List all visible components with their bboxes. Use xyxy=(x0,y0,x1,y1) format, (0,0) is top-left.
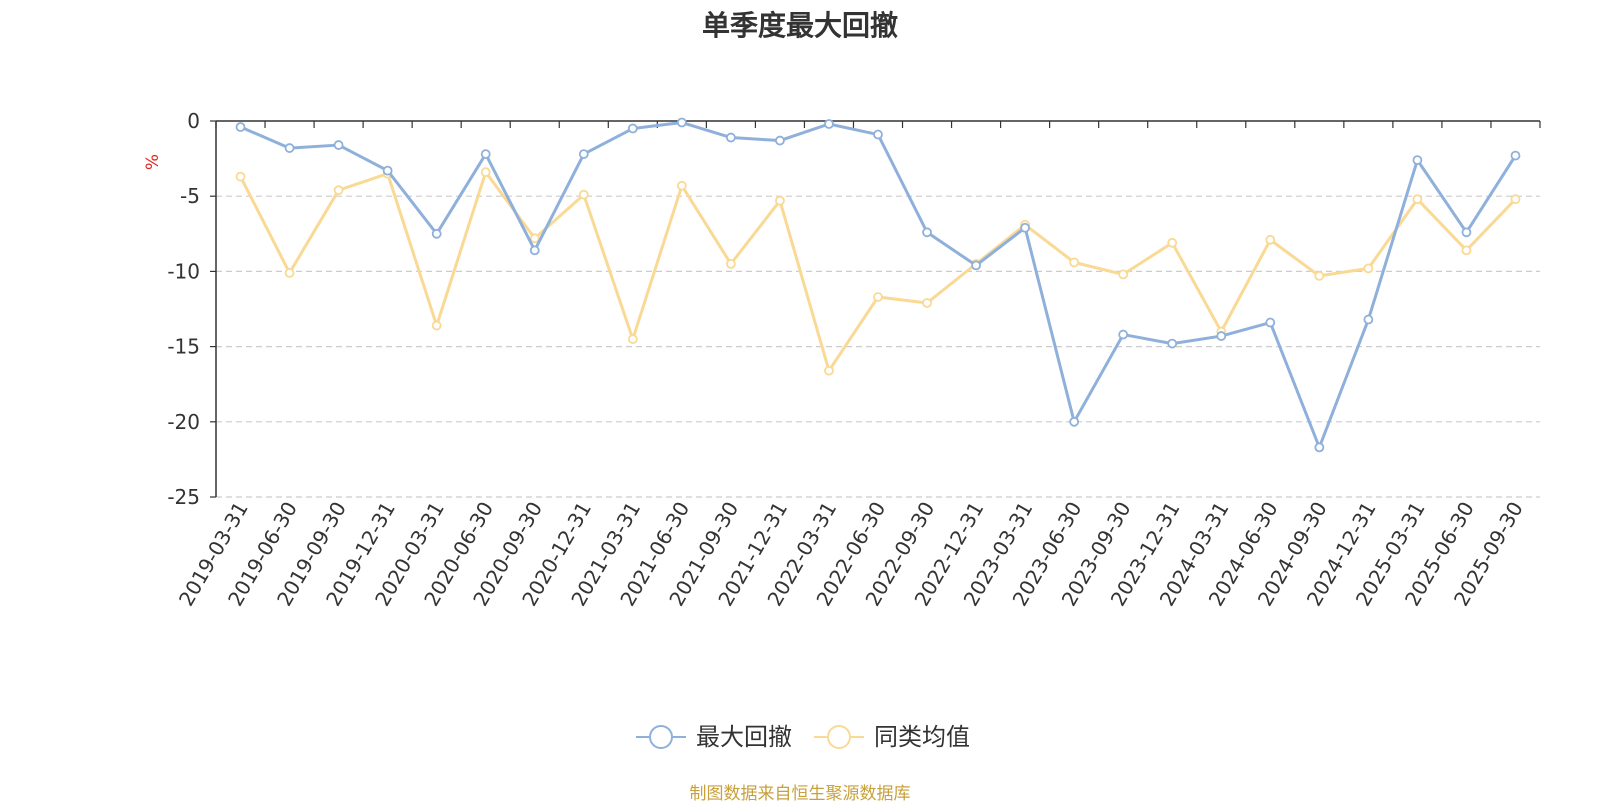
data-point xyxy=(1265,317,1276,328)
data-point xyxy=(431,320,442,331)
series-lines xyxy=(235,117,1521,453)
series-line xyxy=(239,121,1517,449)
legend-item[interactable]: 同类均值 xyxy=(814,723,970,751)
data-point xyxy=(873,292,883,302)
y-tick-label: -15 xyxy=(167,335,200,359)
data-point xyxy=(1510,150,1521,161)
legend-marker xyxy=(649,725,673,749)
data-point xyxy=(578,189,589,200)
data-point xyxy=(529,233,540,244)
data-point xyxy=(676,117,687,128)
data-point xyxy=(1412,155,1423,166)
data-point xyxy=(1069,416,1080,427)
data-point xyxy=(627,123,638,134)
data-point xyxy=(1167,237,1178,248)
y-axis-label: % xyxy=(143,154,163,170)
data-point xyxy=(1118,329,1129,340)
data-point xyxy=(922,298,932,308)
data-point xyxy=(1363,314,1374,325)
data-point xyxy=(1118,269,1129,280)
data-point xyxy=(235,171,246,182)
data-point xyxy=(333,185,344,196)
data-point xyxy=(1461,245,1472,256)
y-tick-label: -20 xyxy=(167,410,200,434)
data-point xyxy=(1216,331,1227,341)
data-point xyxy=(873,129,883,140)
data-point xyxy=(922,227,932,238)
legend-marker xyxy=(827,725,851,749)
data-point xyxy=(333,140,344,150)
data-point xyxy=(431,228,442,239)
data-point xyxy=(480,167,491,178)
data-point xyxy=(1069,257,1080,268)
data-point xyxy=(1314,271,1325,281)
data-point xyxy=(775,195,785,206)
series-2 xyxy=(235,167,1521,376)
y-tick-label: -10 xyxy=(167,259,200,283)
y-tick-label: -25 xyxy=(167,485,200,509)
data-point xyxy=(725,132,736,143)
legend-label: 同类均值 xyxy=(874,723,970,751)
legend-label: 最大回撤 xyxy=(696,723,792,751)
legend[interactable]: 最大回撤 同类均值 xyxy=(636,723,970,751)
data-point xyxy=(382,165,393,176)
data-point xyxy=(1020,222,1031,233)
y-tick-label: -5 xyxy=(180,184,200,208)
data-point xyxy=(1167,338,1178,349)
data-point xyxy=(480,149,491,159)
data-point xyxy=(725,258,736,269)
data-point xyxy=(775,135,785,146)
data-point xyxy=(1412,194,1423,205)
grid-lines xyxy=(216,195,1540,498)
legend-item[interactable]: 最大回撤 xyxy=(636,723,792,751)
chart-title: 单季度最大回撤 xyxy=(701,9,898,42)
data-point xyxy=(824,365,834,376)
data-point xyxy=(676,180,687,191)
data-point xyxy=(1510,194,1521,205)
data-point xyxy=(1363,263,1374,274)
data-point xyxy=(284,268,295,278)
data-point xyxy=(1265,234,1276,245)
data-point xyxy=(284,143,295,153)
y-tick-label: 0 xyxy=(187,109,200,133)
data-point xyxy=(824,119,834,129)
data-point xyxy=(971,260,981,271)
data-point xyxy=(235,122,246,132)
series-1 xyxy=(235,117,1521,453)
data-point xyxy=(627,334,638,344)
data-point xyxy=(529,245,540,256)
data-point xyxy=(1314,442,1325,453)
data-point xyxy=(1461,227,1472,238)
data-point xyxy=(578,149,589,159)
source-note: 制图数据来自恒生聚源数据库 xyxy=(689,784,911,804)
